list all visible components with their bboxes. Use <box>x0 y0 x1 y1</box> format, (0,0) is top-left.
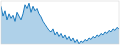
chart <box>0 0 120 45</box>
area-fill <box>1 3 119 44</box>
plot-frame <box>1 1 119 44</box>
chart-container <box>0 0 120 45</box>
area-line <box>1 3 119 44</box>
plot-area <box>1 3 119 44</box>
